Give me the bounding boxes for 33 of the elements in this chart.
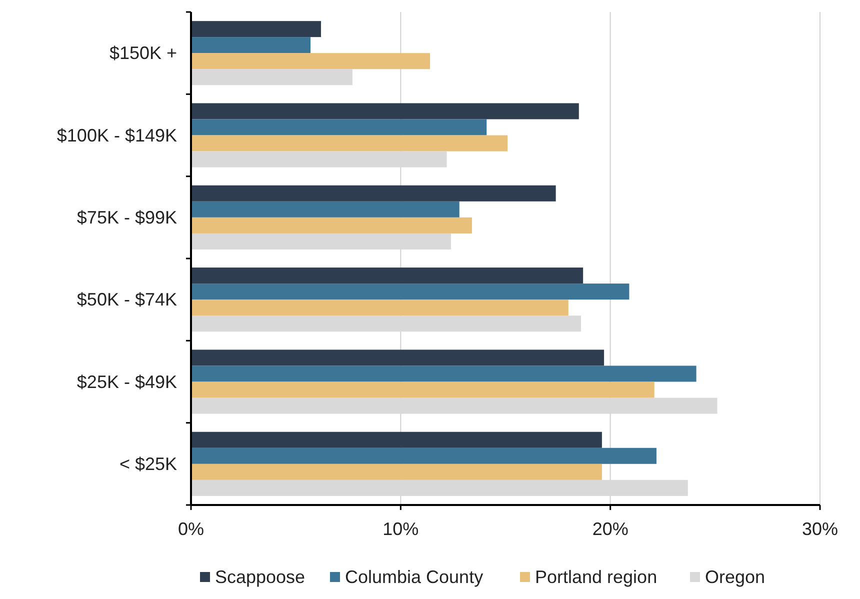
y-tick-label: $50K - $74K (76, 290, 177, 310)
bar (191, 382, 654, 398)
y-tick-label: $75K - $99K (76, 207, 177, 228)
bar (191, 185, 556, 202)
bar (191, 350, 604, 366)
legend-label: Scappoose (215, 567, 306, 587)
x-tick-label: 10% (382, 519, 419, 539)
bar (191, 284, 630, 300)
bar (191, 37, 311, 54)
bar (191, 217, 472, 234)
bar (191, 366, 696, 382)
legend-label: Columbia County (345, 567, 484, 587)
y-tick-label: $100K - $149K (56, 125, 177, 146)
bar (191, 69, 352, 86)
bar (191, 464, 602, 480)
bar (191, 432, 602, 448)
bar (191, 448, 656, 464)
legend-label: Oregon (705, 567, 766, 587)
x-tick-label: 30% (802, 519, 838, 539)
bar (191, 21, 321, 38)
bar (191, 268, 584, 284)
bar (191, 300, 568, 316)
bar (191, 53, 430, 70)
x-tick-label: 0% (178, 519, 204, 539)
x-tick-label: 20% (592, 519, 628, 539)
legend-label: Portland region (535, 567, 658, 587)
y-tick-label: $150K + (109, 43, 177, 64)
bar (191, 135, 508, 152)
bar (191, 119, 487, 136)
y-tick-label: < $25K (119, 454, 177, 474)
y-tick-label: $25K - $49K (76, 372, 177, 392)
bar (191, 201, 460, 218)
bar (191, 103, 579, 120)
